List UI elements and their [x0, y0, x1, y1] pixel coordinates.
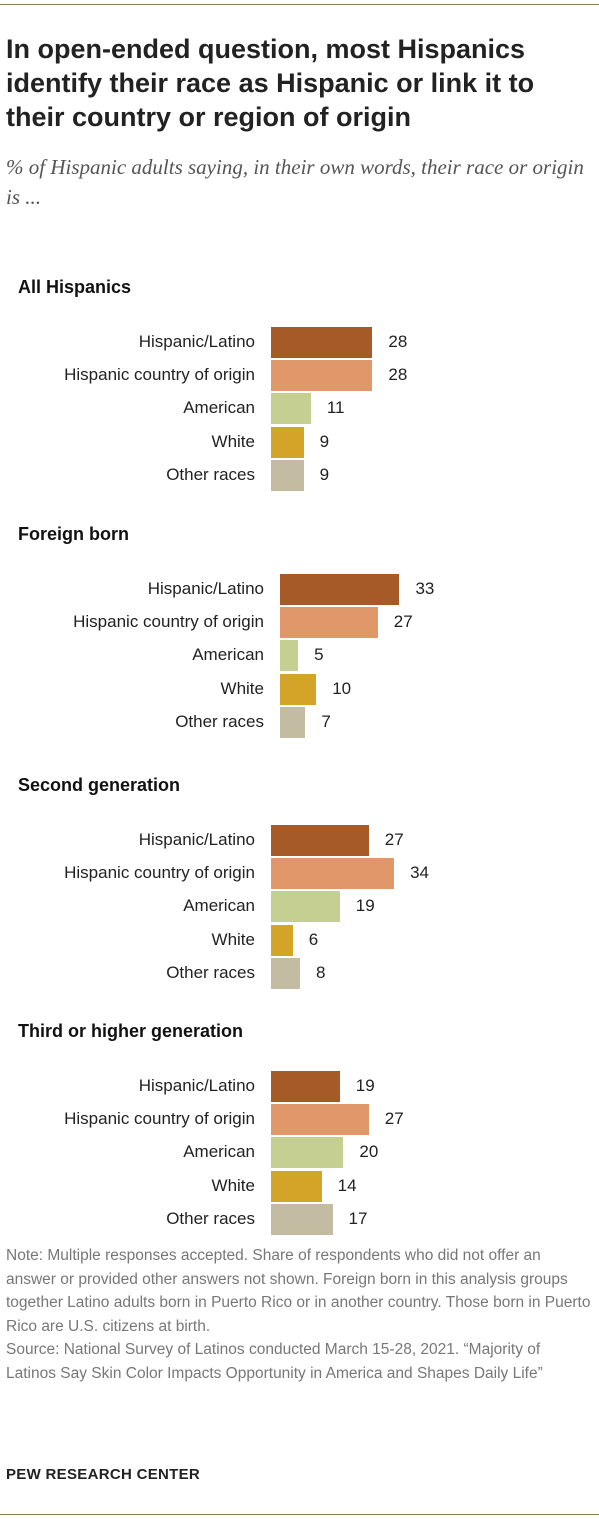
value-label: 19 — [355, 1076, 375, 1095]
bar — [271, 360, 373, 392]
category-label: Other races — [166, 464, 255, 484]
category-label: White — [211, 431, 255, 451]
value-label: 9 — [319, 464, 330, 484]
category-label: White — [211, 1175, 255, 1195]
note-block: Note: Multiple responses accepted. Share… — [6, 1244, 591, 1385]
bar — [271, 891, 340, 923]
value-label: 19 — [355, 896, 375, 916]
category-label: Hispanic country of origin — [64, 863, 255, 883]
bar — [280, 574, 400, 605]
bar — [271, 1170, 322, 1202]
source-text: Source: National Survey of Latinos condu… — [6, 1341, 543, 1382]
value-label: 11 — [326, 398, 345, 418]
category-label: Other races — [166, 962, 255, 982]
bar — [271, 957, 300, 989]
bar — [271, 924, 293, 956]
category-label: Hispanic country of origin — [73, 612, 264, 632]
top-rule — [0, 4, 599, 5]
bar — [271, 1104, 369, 1136]
panel-title: Foreign born — [18, 524, 129, 544]
value-label: 5 — [314, 645, 324, 665]
category-label: Hispanic country of origin — [64, 365, 255, 385]
category-label: White — [211, 929, 255, 949]
chart-title: In open-ended question, most Hispanics i… — [6, 34, 535, 132]
footer-credit: PEW RESEARCH CENTER — [6, 1466, 201, 1483]
category-label: American — [183, 398, 255, 418]
value-label: 27 — [384, 830, 404, 849]
value-label: 14 — [337, 1175, 357, 1195]
value-label: 27 — [393, 612, 413, 632]
bar — [280, 640, 299, 672]
category-label: American — [183, 896, 255, 916]
panel-title: All Hispanics — [18, 277, 132, 297]
bar — [271, 327, 373, 358]
bar — [271, 858, 395, 890]
value-label: 34 — [410, 863, 429, 883]
category-label: Hispanic/Latino — [138, 1076, 255, 1095]
chart-subtitle: % of Hispanic adults saying, in their ow… — [6, 155, 584, 209]
value-label: 9 — [319, 431, 330, 451]
value-label: 28 — [388, 332, 408, 351]
category-label: Hispanic country of origin — [64, 1109, 255, 1129]
bar — [280, 607, 378, 639]
value-label: 33 — [415, 579, 435, 598]
value-label: 20 — [359, 1142, 379, 1162]
category-label: Hispanic/Latino — [138, 332, 255, 351]
value-label: 10 — [332, 678, 352, 698]
category-label: Hispanic/Latino — [147, 579, 264, 598]
panel-title: Third or higher generation — [18, 1021, 244, 1041]
value-label: 7 — [321, 711, 331, 731]
category-label: White — [220, 678, 264, 698]
category-label: American — [192, 645, 264, 665]
bar — [280, 673, 317, 705]
bottom-rule — [0, 1514, 599, 1515]
value-label: 28 — [388, 365, 408, 385]
bar — [271, 459, 304, 491]
value-label: 27 — [384, 1109, 404, 1129]
category-label: Other races — [166, 1208, 255, 1228]
bar — [271, 1137, 344, 1169]
bar — [280, 706, 306, 738]
category-label: American — [183, 1142, 255, 1162]
bar — [271, 426, 304, 458]
bar — [271, 393, 311, 425]
note-text: Note: Multiple responses accepted. Share… — [6, 1247, 591, 1335]
panel-title: Second generation — [18, 775, 181, 795]
value-label: 6 — [308, 929, 319, 949]
category-label: Other races — [175, 711, 264, 731]
bar — [271, 825, 369, 856]
category-label: Hispanic/Latino — [138, 830, 255, 849]
value-label: 17 — [348, 1208, 368, 1228]
bar — [271, 1203, 333, 1235]
bar — [271, 1071, 340, 1102]
value-label: 8 — [315, 962, 326, 982]
